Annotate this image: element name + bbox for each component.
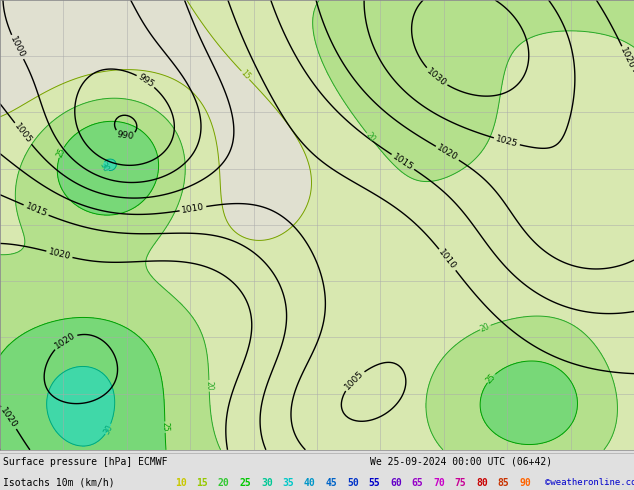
Text: 20: 20 [364,131,377,144]
Text: 1020: 1020 [436,144,460,163]
Text: 25: 25 [240,478,251,488]
Text: 65: 65 [411,478,424,488]
Text: 30: 30 [261,478,273,488]
Text: 1005: 1005 [13,122,34,146]
Text: 990: 990 [116,130,134,141]
Text: 1010: 1010 [181,202,205,215]
Text: 1015: 1015 [23,201,48,219]
Text: 1010: 1010 [437,248,458,271]
Text: 25: 25 [160,422,170,432]
Text: Surface pressure [hPa] ECMWF: Surface pressure [hPa] ECMWF [3,457,167,467]
Text: 30: 30 [102,423,115,436]
Text: 70: 70 [433,478,444,488]
Text: 90: 90 [519,478,531,488]
Text: 1020: 1020 [53,331,77,351]
Text: Isotachs 10m (km/h): Isotachs 10m (km/h) [3,478,115,488]
Text: 1025: 1025 [495,134,519,149]
Text: 1020: 1020 [0,406,19,430]
Text: 20: 20 [218,478,230,488]
Text: 85: 85 [498,478,509,488]
Text: 1030: 1030 [425,66,448,88]
Text: 35: 35 [283,478,294,488]
Text: 995: 995 [136,73,155,90]
Text: 40: 40 [304,478,316,488]
Text: 20: 20 [479,321,491,334]
Text: 80: 80 [476,478,488,488]
Text: 15: 15 [197,478,208,488]
Text: 50: 50 [347,478,359,488]
Text: 25: 25 [484,372,498,385]
Text: 1020: 1020 [619,46,634,71]
Text: 25: 25 [55,146,67,159]
Text: 45: 45 [325,478,337,488]
Text: 55: 55 [368,478,380,488]
Text: We 25-09-2024 00:00 UTC (06+42): We 25-09-2024 00:00 UTC (06+42) [370,457,552,467]
Text: 1005: 1005 [343,369,365,392]
Text: 10: 10 [175,478,187,488]
Text: ©weatheronline.co.uk: ©weatheronline.co.uk [545,478,634,487]
Text: 1015: 1015 [391,152,415,172]
Text: 1000: 1000 [8,35,27,59]
Text: 30: 30 [98,161,110,174]
Text: 20: 20 [204,381,214,391]
Text: 60: 60 [390,478,402,488]
Text: 75: 75 [455,478,466,488]
Text: 15: 15 [239,69,252,82]
Text: 1020: 1020 [47,247,72,262]
